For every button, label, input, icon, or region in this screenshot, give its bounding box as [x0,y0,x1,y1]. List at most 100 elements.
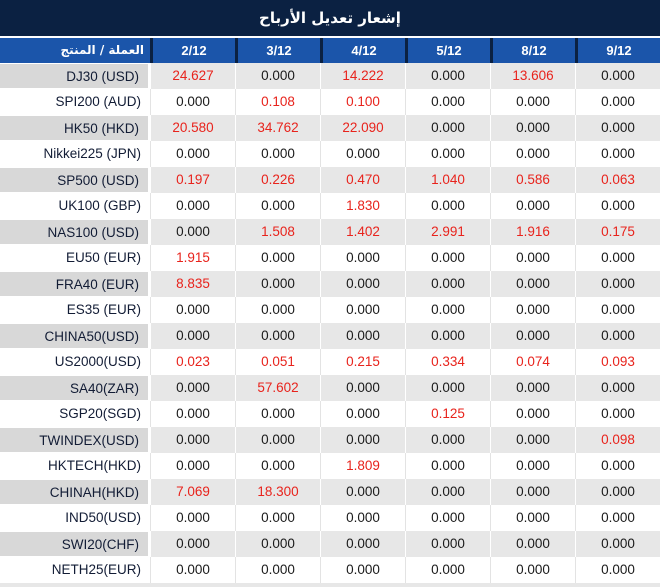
product-name: NETH25(EUR) [0,557,150,583]
value-cell: 0.000 [150,141,235,167]
table-row: FRA40 (EUR) 8.835 0.000 0.000 0.000 0.000 0.00… [0,271,660,297]
value-cell: 0.000 [575,297,660,323]
value-cell: 0.000 [320,245,405,271]
value-cell: 0.000 [235,193,320,219]
value-cell: 0.023 [150,349,235,375]
product-name: CHINA50(USD) [0,323,150,349]
value-cell: 0.000 [405,323,490,349]
column-header-date: 4/12 [320,38,405,63]
value-cell: 0.000 [320,557,405,583]
product-name: HKTECH(HKD) [0,453,150,479]
value-cell: 0.000 [235,245,320,271]
value-cell: 1.809 [320,453,405,479]
value-cell: 0.000 [405,505,490,531]
column-header-date: 9/12 [575,38,660,63]
column-header-date: 8/12 [490,38,575,63]
table-row: Nikkei225 (JPN) 0.000 0.000 0.000 0.000 0.000… [0,141,660,167]
value-cell: 1.830 [320,193,405,219]
table-row: UK100 (GBP) 0.000 0.000 1.830 0.000 0.000 0.00… [0,193,660,219]
value-cell: 0.000 [235,453,320,479]
table-row: IND50(USD) 0.000 0.000 0.000 0.000 0.000 0.000 [0,505,660,531]
value-cell: 0.000 [575,89,660,115]
product-name: UK100 (GBP) [0,193,150,219]
value-cell: 0.000 [320,297,405,323]
title-bar: إشعار تعديل الأرباح [0,0,660,36]
value-cell: 0.000 [150,557,235,583]
value-cell: 0.000 [235,531,320,557]
value-cell: 0.000 [150,193,235,219]
value-cell: 0.000 [320,479,405,505]
value-cell: 2.991 [405,219,490,245]
value-cell: 0.000 [235,297,320,323]
product-name: SGP20(SGD) [0,401,150,427]
value-cell: 0.000 [320,427,405,453]
value-cell: 0.000 [490,427,575,453]
value-cell: 0.000 [575,375,660,401]
value-cell: 0.470 [320,167,405,193]
value-cell: 0.000 [405,245,490,271]
value-cell: 0.000 [235,401,320,427]
value-cell: 0.000 [235,505,320,531]
value-cell: 1.915 [150,245,235,271]
value-cell: 0.000 [320,531,405,557]
value-cell: 0.000 [235,557,320,583]
value-cell: 1.402 [320,219,405,245]
value-cell: 0.000 [320,401,405,427]
value-cell: 0.000 [575,245,660,271]
product-name: SA40(ZAR) [0,375,150,401]
value-cell: 0.000 [235,271,320,297]
table-row: EU50 (EUR) 1.915 0.000 0.000 0.000 0.000 0.000 [0,245,660,271]
column-header-date: 2/12 [150,38,235,63]
product-name: ES35 (EUR) [0,297,150,323]
value-cell: 0.000 [490,505,575,531]
value-cell: 0.000 [150,453,235,479]
value-cell: 0.000 [405,63,490,89]
value-cell: 0.000 [405,271,490,297]
table-row: CHINA50(USD) 0.000 0.000 0.000 0.000 0.000 0.0… [0,323,660,349]
table-row: NAS100 (USD) 0.000 1.508 1.402 2.991 1.916 0.1… [0,219,660,245]
value-cell: 13.606 [490,63,575,89]
product-name: FRA40 (EUR) [0,271,150,297]
value-cell: 0.000 [575,63,660,89]
product-name: HK50 (HKD) [0,115,150,141]
value-cell: 0.000 [575,531,660,557]
value-cell: 0.000 [150,427,235,453]
value-cell: 0.000 [150,219,235,245]
value-cell: 0.000 [320,271,405,297]
value-cell: 1.040 [405,167,490,193]
value-cell: 22.090 [320,115,405,141]
value-cell: 0.000 [320,505,405,531]
value-cell: 0.175 [575,219,660,245]
value-cell: 0.000 [320,375,405,401]
value-cell: 0.586 [490,167,575,193]
value-cell: 0.000 [405,297,490,323]
value-cell: 0.000 [150,323,235,349]
value-cell: 0.000 [405,453,490,479]
value-cell: 14.222 [320,63,405,89]
value-cell: 0.098 [575,427,660,453]
value-cell: 0.000 [235,427,320,453]
value-cell: 0.000 [490,141,575,167]
value-cell: 0.000 [150,505,235,531]
next-row-sliver [0,583,660,587]
value-cell: 0.000 [575,141,660,167]
value-cell: 0.334 [405,349,490,375]
value-cell: 34.762 [235,115,320,141]
value-cell: 0.000 [575,401,660,427]
value-cell: 0.000 [150,401,235,427]
value-cell: 0.063 [575,167,660,193]
value-cell: 0.000 [490,531,575,557]
value-cell: 0.000 [235,141,320,167]
column-header-date: 5/12 [405,38,490,63]
value-cell: 0.093 [575,349,660,375]
product-name: SPI200 (AUD) [0,89,150,115]
value-cell: 0.000 [405,375,490,401]
product-name: NAS100 (USD) [0,219,150,245]
table-row: SA40(ZAR) 0.000 57.602 0.000 0.000 0.000 0.000 [0,375,660,401]
value-cell: 0.051 [235,349,320,375]
value-cell: 0.000 [490,401,575,427]
table-row: SP500 (USD) 0.197 0.226 0.470 1.040 0.586 0.06… [0,167,660,193]
table-row: CHINAH(HKD) 7.069 18.300 0.000 0.000 0.000 0.0… [0,479,660,505]
value-cell: 0.000 [490,115,575,141]
value-cell: 8.835 [150,271,235,297]
